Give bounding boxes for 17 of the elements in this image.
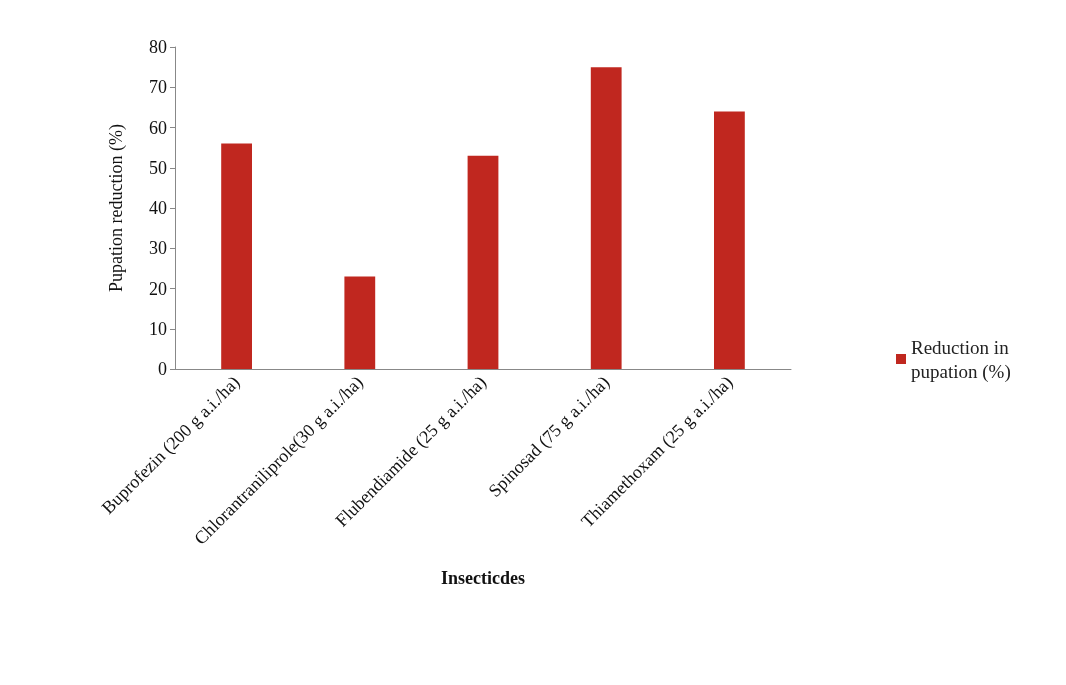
y-tick-label: 50 bbox=[149, 157, 167, 178]
bar bbox=[714, 111, 745, 369]
y-tick-label: 70 bbox=[149, 77, 167, 98]
y-axis-title: Pupation reduction (%) bbox=[106, 124, 127, 292]
bar bbox=[221, 143, 252, 369]
y-tick-label: 20 bbox=[149, 278, 167, 299]
y-tick-label: 0 bbox=[158, 359, 167, 379]
y-tick-label: 10 bbox=[149, 318, 167, 339]
y-tick-label: 80 bbox=[149, 37, 167, 57]
x-axis-title: Insecticdes bbox=[441, 568, 525, 588]
bar bbox=[590, 67, 622, 369]
bar bbox=[344, 276, 376, 369]
bar bbox=[467, 155, 499, 369]
y-tick-label: 40 bbox=[149, 198, 167, 218]
y-tick-label: 30 bbox=[149, 238, 167, 259]
y-tick-label: 60 bbox=[149, 117, 167, 138]
legend-label: Reduction in pupation (%) bbox=[911, 336, 1014, 383]
